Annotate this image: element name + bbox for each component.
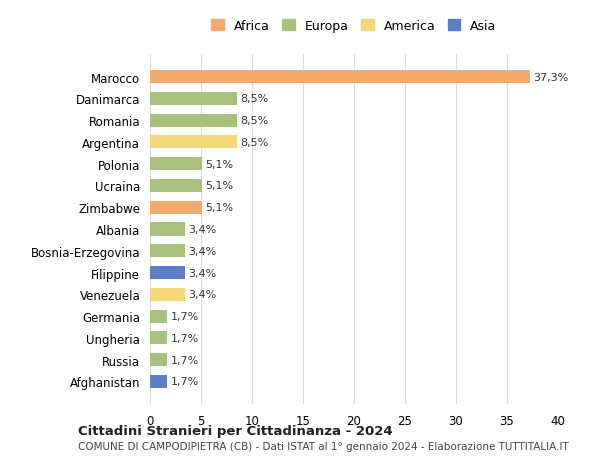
Bar: [150, 114, 236, 128]
Text: 3,4%: 3,4%: [188, 290, 216, 300]
Text: 5,1%: 5,1%: [205, 159, 233, 169]
Text: 1,7%: 1,7%: [170, 311, 199, 321]
Bar: [150, 353, 167, 366]
Text: 8,5%: 8,5%: [240, 116, 268, 126]
Text: 5,1%: 5,1%: [205, 203, 233, 213]
Text: 3,4%: 3,4%: [188, 224, 216, 235]
Text: Cittadini Stranieri per Cittadinanza - 2024: Cittadini Stranieri per Cittadinanza - 2…: [78, 424, 392, 437]
Text: 1,7%: 1,7%: [170, 333, 199, 343]
Bar: [150, 331, 167, 345]
Bar: [150, 310, 167, 323]
Bar: [150, 375, 167, 388]
Text: 3,4%: 3,4%: [188, 268, 216, 278]
Text: 1,7%: 1,7%: [170, 355, 199, 365]
Text: 8,5%: 8,5%: [240, 94, 268, 104]
Text: COMUNE DI CAMPODIPIETRA (CB) - Dati ISTAT al 1° gennaio 2024 - Elaborazione TUTT: COMUNE DI CAMPODIPIETRA (CB) - Dati ISTA…: [78, 441, 569, 451]
Text: 37,3%: 37,3%: [533, 73, 569, 83]
Text: 5,1%: 5,1%: [205, 181, 233, 191]
Bar: [150, 158, 202, 171]
Bar: [150, 201, 202, 214]
Bar: [150, 136, 236, 149]
Legend: Africa, Europa, America, Asia: Africa, Europa, America, Asia: [208, 16, 500, 36]
Text: 1,7%: 1,7%: [170, 376, 199, 386]
Text: 8,5%: 8,5%: [240, 138, 268, 148]
Bar: [150, 223, 185, 236]
Bar: [150, 266, 185, 280]
Bar: [150, 179, 202, 193]
Bar: [150, 288, 185, 301]
Bar: [150, 93, 236, 106]
Text: 3,4%: 3,4%: [188, 246, 216, 256]
Bar: [150, 245, 185, 258]
Bar: [150, 71, 530, 84]
